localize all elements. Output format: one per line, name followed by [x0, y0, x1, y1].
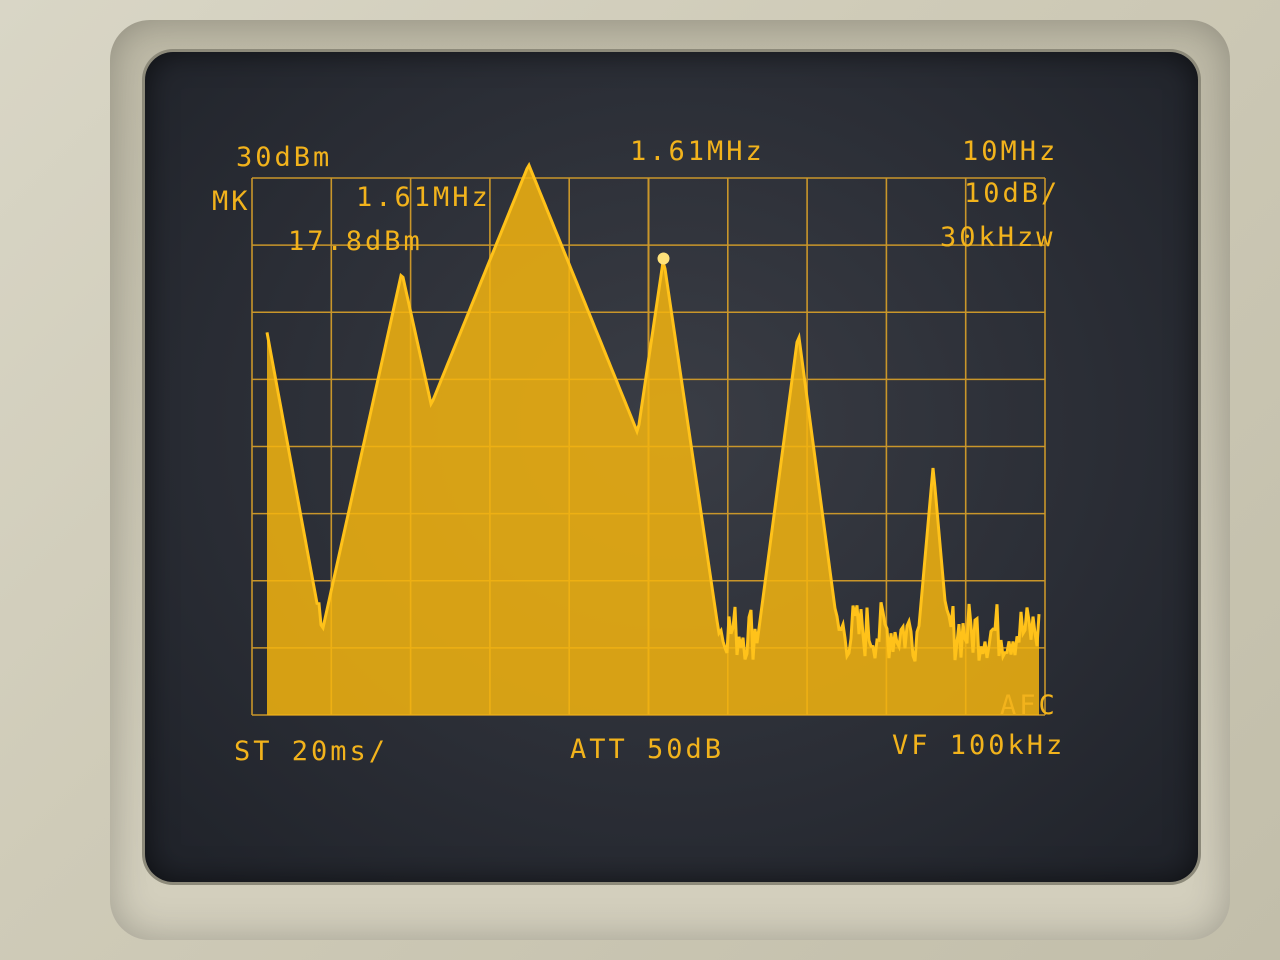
ref-level-readout: 30dBm: [236, 142, 332, 173]
afc-indicator: AFC: [1000, 690, 1058, 721]
scale-readout: 10dB/: [964, 178, 1060, 209]
video-filter-readout: VF 100kHz: [892, 730, 1065, 761]
center-frequency-readout: 1.61MHz: [630, 136, 765, 167]
span-readout: 10MHz: [962, 136, 1058, 167]
marker-level-readout: 17.8dBm: [288, 226, 423, 257]
spectrum-trace-fill: [267, 165, 1039, 716]
attenuation-readout: ATT 50dB: [570, 734, 724, 765]
spectrum-trace: [265, 161, 1041, 662]
marker-frequency-readout: 1.61MHz: [356, 182, 491, 213]
marker-label: MK: [212, 186, 251, 217]
sweep-time-readout: ST 20ms/: [234, 736, 388, 767]
marker-dot: [657, 252, 670, 265]
rbw-readout: 30kHzw: [940, 222, 1056, 253]
